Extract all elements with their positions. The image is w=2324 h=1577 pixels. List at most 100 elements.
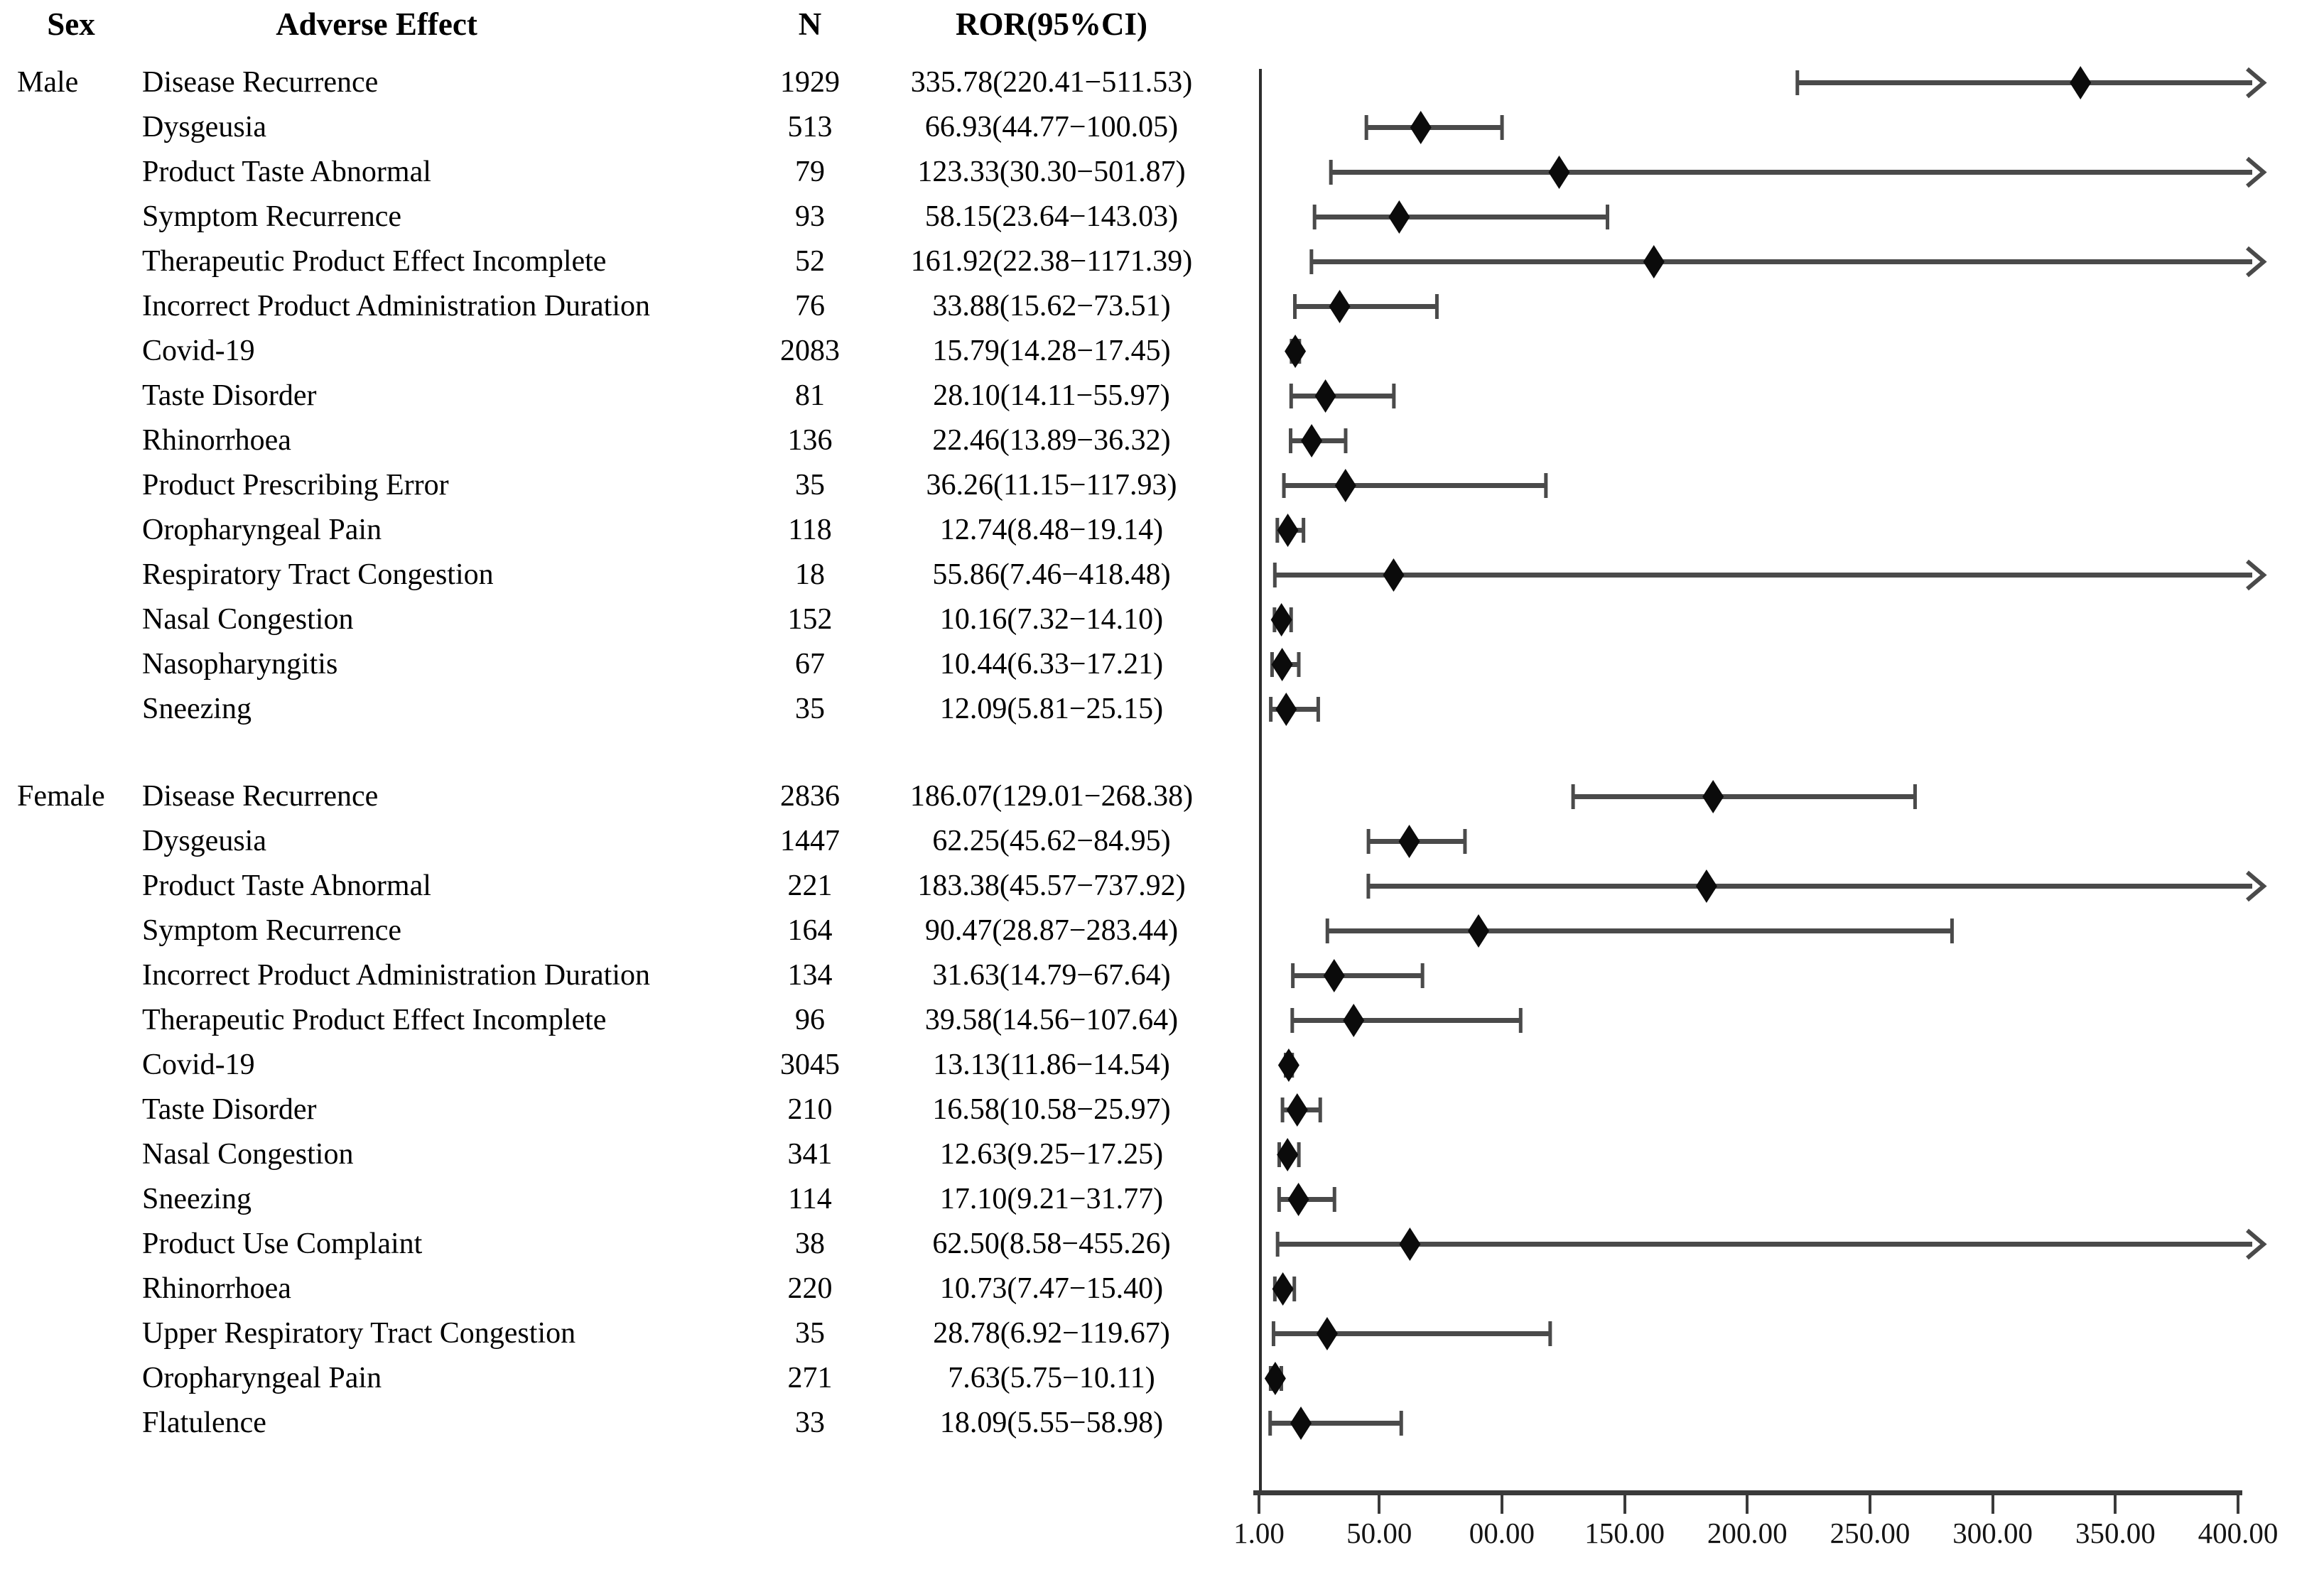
table-header-row: Sex Adverse Effect N ROR(95%CI): [0, 0, 2324, 60]
ror-diamond: [1271, 648, 1293, 681]
ror-value: 39.58(14.56−107.64): [924, 1004, 1179, 1037]
ci-plot-cell: [1259, 1267, 2324, 1311]
table-body: Male Disease Recurrence 1929 335.78(220.41−…: [0, 60, 2324, 1446]
adverse-effect-label: Disease Recurrence: [142, 780, 379, 813]
n-value: 513: [787, 111, 833, 144]
ci-errorbar: [1268, 1407, 1403, 1440]
ci-plot-cell: [1259, 1356, 2324, 1401]
adverse-effect-label: Incorrect Product Administration Duratio…: [142, 290, 651, 323]
ci-plot-cell: [1259, 463, 2324, 508]
ci-plot-cell: [1259, 819, 2324, 864]
adverse-effect-label: Nasal Congestion: [142, 1138, 354, 1171]
ror-diamond: [1270, 603, 1292, 636]
ci-plot-cell: [1259, 1043, 2324, 1088]
header-n: N: [798, 6, 822, 42]
ror-diamond: [1695, 869, 1717, 903]
table-row: Covid-19 2083 15.79(14.28−17.45): [0, 329, 2324, 374]
n-value: 79: [795, 156, 825, 189]
ror-value: 90.47(28.87−283.44): [924, 914, 1179, 948]
table-row: Product Prescribing Error 35 36.26(11.15−1…: [0, 463, 2324, 508]
n-value: 220: [787, 1272, 833, 1306]
adverse-effect-label: Respiratory Tract Congestion: [142, 558, 494, 592]
ci-errorbar: [1366, 825, 1467, 858]
n-value: 134: [787, 959, 833, 992]
ror-diamond: [1316, 1317, 1338, 1350]
ror-diamond: [1643, 245, 1665, 278]
ci-plot-cell: [1259, 1088, 2324, 1132]
x-axis-tick: [1500, 1495, 1503, 1514]
ror-diamond: [1329, 290, 1351, 323]
ror-diamond: [1548, 156, 1570, 189]
ror-value: 10.16(7.32−14.10): [939, 603, 1164, 636]
ci-errorbar: [1264, 1362, 1286, 1395]
adverse-effect-label: Covid-19: [142, 1048, 255, 1082]
ror-value: 7.63(5.75−10.11): [948, 1362, 1155, 1395]
adverse-effect-label: Oropharyngeal Pain: [142, 1362, 382, 1395]
x-axis-tick-label: 50.00: [1346, 1517, 1412, 1549]
ror-value: 28.10(14.11−55.97): [933, 379, 1170, 413]
n-value: 38: [795, 1228, 825, 1261]
ci-plot-cell: [1259, 239, 2324, 284]
n-value: 81: [795, 379, 825, 413]
n-value: 35: [795, 1317, 825, 1350]
ror-value: 183.38(45.57−737.92): [917, 869, 1186, 903]
ror-value: 13.13(11.86−14.54): [933, 1048, 1170, 1082]
ror-diamond: [1286, 1093, 1308, 1127]
table-row: Symptom Recurrence 164 90.47(28.87−283.44): [0, 909, 2324, 953]
group-spacer: [0, 732, 2324, 774]
adverse-effect-label: Disease Recurrence: [142, 66, 379, 99]
n-value: 67: [795, 648, 825, 681]
x-axis-tick: [1991, 1495, 1994, 1514]
ci-errorbar: [1280, 1093, 1322, 1127]
n-value: 136: [787, 424, 833, 457]
ror-diamond: [1272, 1272, 1294, 1306]
ci-plot-cell: [1259, 953, 2324, 998]
x-axis-tick: [1378, 1495, 1381, 1514]
ror-diamond: [1277, 514, 1299, 547]
ci-errorbar: [1289, 424, 1348, 457]
n-value: 1929: [780, 66, 840, 99]
x-axis-tick-label: 400.00: [2198, 1517, 2279, 1549]
ror-diamond: [1301, 424, 1323, 457]
ror-diamond: [1314, 379, 1336, 413]
table-row: Nasal Congestion 341 12.63(9.25−17.25): [0, 1132, 2324, 1177]
ror-diamond: [1398, 825, 1420, 858]
overflow-arrow-icon: [2246, 156, 2267, 188]
x-axis-tick: [1258, 1495, 1260, 1514]
adverse-effect-label: Incorrect Product Administration Duratio…: [142, 959, 651, 992]
ror-value: 62.50(8.58−455.26): [932, 1228, 1171, 1261]
n-value: 96: [795, 1004, 825, 1037]
header-ror: ROR(95%CI): [956, 6, 1147, 42]
ror-diamond: [1388, 200, 1410, 234]
ci-errorbar: [1270, 648, 1301, 681]
table-row: Sneezing 35 12.09(5.81−25.15): [0, 687, 2324, 732]
ci-plot-cell: [1259, 553, 2324, 597]
ci-errorbar: [1364, 111, 1504, 144]
n-value: 3045: [780, 1048, 840, 1082]
ci-plot-cell: [1259, 150, 2324, 195]
adverse-effect-label: Oropharyngeal Pain: [142, 514, 382, 547]
ror-value: 36.26(11.15−117.93): [926, 469, 1177, 502]
n-value: 2836: [780, 780, 840, 813]
ror-diamond: [1285, 335, 1307, 368]
n-value: 18: [795, 558, 825, 592]
ci-plot-cell: [1259, 998, 2324, 1043]
x-axis-tick: [2237, 1495, 2239, 1514]
ror-value: 15.79(14.28−17.45): [932, 335, 1171, 368]
ror-diamond: [1277, 1048, 1299, 1082]
ci-errorbar: [1272, 558, 2267, 592]
adverse-effect-label: Nasal Congestion: [142, 603, 354, 636]
ror-value: 58.15(23.64−143.03): [924, 200, 1179, 234]
adverse-effect-label: Nasopharyngitis: [142, 648, 338, 681]
n-value: 152: [787, 603, 833, 636]
ci-plot-cell: [1259, 864, 2324, 909]
n-value: 118: [788, 514, 832, 547]
ror-value: 28.78(6.92−119.67): [933, 1317, 1170, 1350]
x-axis-tick-label: 300.00: [1952, 1517, 2033, 1549]
ror-value: 12.74(8.48−19.14): [939, 514, 1164, 547]
n-value: 33: [795, 1407, 825, 1440]
ror-diamond: [1410, 111, 1432, 144]
ror-value: 62.25(45.62−84.95): [932, 825, 1171, 858]
ci-errorbar: [1291, 959, 1425, 992]
ror-diamond: [1467, 914, 1489, 948]
